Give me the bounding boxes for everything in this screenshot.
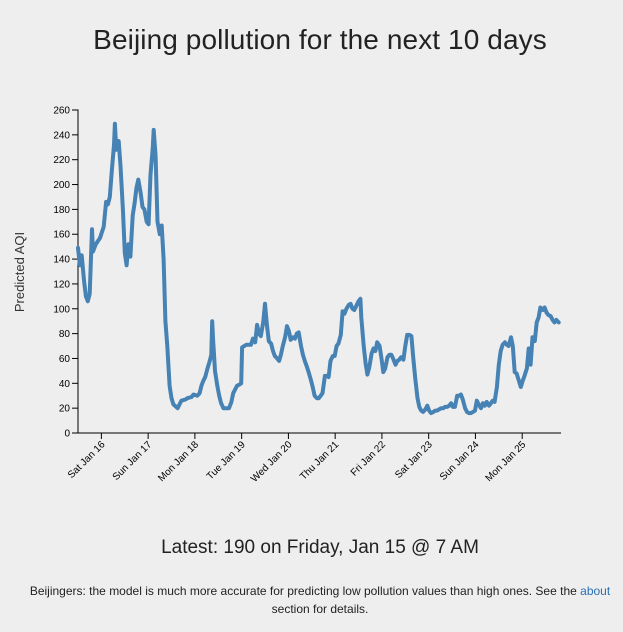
y-tick-label: 260 xyxy=(53,106,70,117)
footnote-text-end: section for details. xyxy=(271,602,369,616)
x-tick-label: Thu Jan 21 xyxy=(298,439,341,482)
y-tick-label: 200 xyxy=(53,180,70,191)
footnote-text: Beijingers: the model is much more accur… xyxy=(29,584,577,598)
y-tick-label: 40 xyxy=(59,379,71,390)
y-tick-label: 120 xyxy=(53,279,70,290)
x-axis: Sat Jan 16 Sun Jan 17 Mon Jan 18 Tue Jan 19… xyxy=(66,432,561,485)
y-tick-label: 80 xyxy=(59,329,71,340)
y-tick-label: 20 xyxy=(59,404,71,415)
y-axis-label: Predicted AQI xyxy=(12,232,27,312)
footnote: Beijingers: the model is much more accur… xyxy=(20,582,620,618)
x-tick-label: Sun Jan 24 xyxy=(438,439,482,483)
y-tick-label: 220 xyxy=(53,155,70,166)
x-tick-label: Mon Jan 18 xyxy=(156,439,201,484)
x-tick-label: Fri Jan 22 xyxy=(349,439,389,479)
x-tick-label: Wed Jan 20 xyxy=(249,439,295,485)
y-axis-line xyxy=(72,109,79,434)
x-tick-label: Mon Jan 25 xyxy=(484,439,529,484)
y-tick-label: 60 xyxy=(59,354,71,365)
x-tick-label: Sat Jan 16 xyxy=(66,439,108,481)
x-tick-label: Tue Jan 19 xyxy=(205,439,248,482)
x-tick-label: Sun Jan 17 xyxy=(111,439,155,483)
y-tick-label: 180 xyxy=(53,205,70,216)
about-link[interactable]: about xyxy=(580,584,611,598)
aqi-series-line xyxy=(76,121,561,416)
latest-reading: Latest: 190 on Friday, Jan 15 @ 7 AM xyxy=(161,537,479,558)
y-tick-label: 240 xyxy=(53,130,70,141)
y-axis: 0 20 40 60 80 100 120 140 160 180 200 220 240 260 xyxy=(53,106,79,440)
y-tick-label: 100 xyxy=(53,304,70,315)
y-tick-label: 0 xyxy=(64,429,70,440)
y-tick-label: 160 xyxy=(53,230,70,241)
chart-title: Beijing pollution for the next 10 days xyxy=(93,24,547,55)
y-tick-label: 140 xyxy=(53,255,70,266)
x-tick-label: Sat Jan 23 xyxy=(393,439,435,481)
